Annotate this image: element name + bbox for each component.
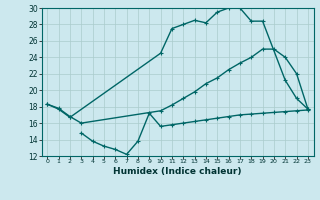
X-axis label: Humidex (Indice chaleur): Humidex (Indice chaleur) [113,167,242,176]
